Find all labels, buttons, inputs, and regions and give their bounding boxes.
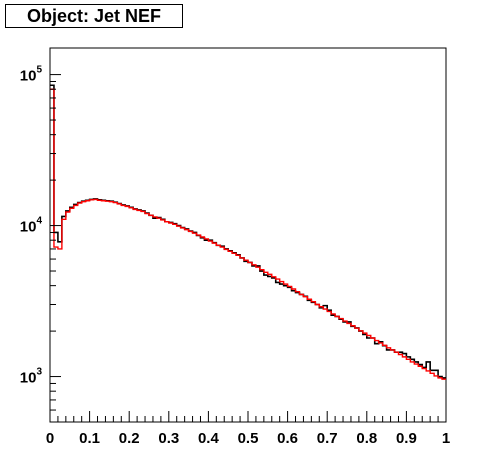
series-1-line xyxy=(50,84,446,379)
y-tick-label: 105 xyxy=(20,65,43,85)
series-2-line xyxy=(50,88,446,380)
plot-frame xyxy=(49,47,447,423)
chart-title: Object: Jet NEF xyxy=(5,4,183,28)
x-tick-label: 1 xyxy=(442,430,450,447)
x-tick-label: 0.6 xyxy=(277,430,298,447)
axes-layer: 0 0.1 0.2 0.3 0.4 0.5 0.6 0.7 0.8 0.9 1 103 104 105 xyxy=(20,65,450,447)
x-tick-label: 0.8 xyxy=(356,430,377,447)
x-tick-label: 0.1 xyxy=(79,430,100,447)
series-layer xyxy=(50,84,446,380)
y-tick-label: 103 xyxy=(20,367,43,387)
x-tick-label: 0.7 xyxy=(317,430,338,447)
x-tick-label: 0.2 xyxy=(119,430,140,447)
x-tick-label: 0.3 xyxy=(158,430,179,447)
x-tick-label: 0.5 xyxy=(238,430,259,447)
y-tick-label: 104 xyxy=(20,216,43,236)
x-tick-label: 0 xyxy=(46,430,54,447)
x-tick-label: 0.4 xyxy=(198,430,220,447)
x-tick-label: 0.9 xyxy=(396,430,417,447)
